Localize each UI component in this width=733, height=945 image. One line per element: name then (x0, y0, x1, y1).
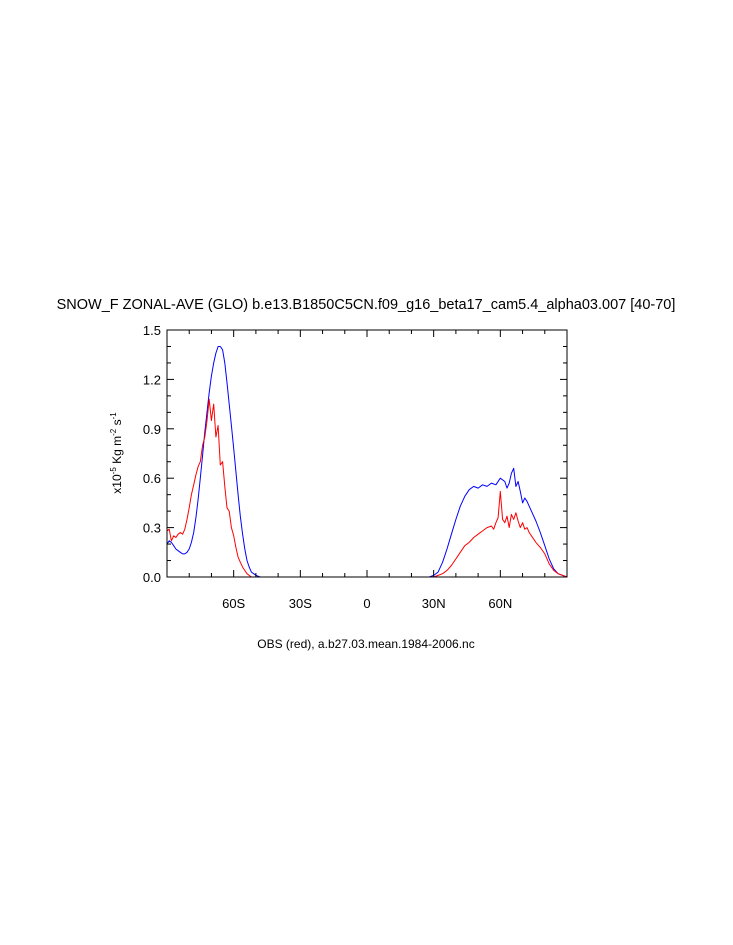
x-axis-label: OBS (red), a.b27.03.mean.1984-2006.nc (257, 637, 474, 651)
ticks-group: 0.0 0.3 0.6 0.9 1.2 1.5 60S 30S 0 30N 60N (143, 323, 567, 611)
x-tick-label: 60S (222, 596, 245, 611)
y-tick-label: 0.6 (143, 471, 161, 486)
x-tick-label: 60N (488, 596, 512, 611)
y-axis-label: x10-5 Kg m-2 s-1 (109, 412, 124, 494)
y-axis-label-exp3: -1 (109, 412, 118, 420)
x-tick-label: 0 (363, 596, 370, 611)
y-axis-label-exp: -5 (109, 467, 118, 475)
y-axis-label-unit-s: s (110, 419, 124, 428)
y-axis-label-unit-kg-m: Kg m (110, 436, 124, 467)
y-tick-label: 0.3 (143, 521, 161, 536)
y-axis-label-prefix: x10 (110, 474, 124, 494)
plot-frame (166, 329, 568, 578)
y-axis-label-exp2: -2 (109, 428, 118, 436)
series-group (166, 346, 568, 578)
y-tick-label: 0.0 (143, 570, 161, 585)
series-line-0 (166, 346, 568, 578)
chart-title: SNOW_F ZONAL-AVE (GLO) b.e13.B1850C5CN.f… (57, 297, 676, 313)
x-tick-label: 30N (422, 596, 446, 611)
y-tick-label: 1.5 (143, 323, 161, 338)
y-tick-label: 1.2 (143, 372, 161, 387)
y-tick-label: 0.9 (143, 422, 161, 437)
x-tick-label: 30S (289, 596, 312, 611)
